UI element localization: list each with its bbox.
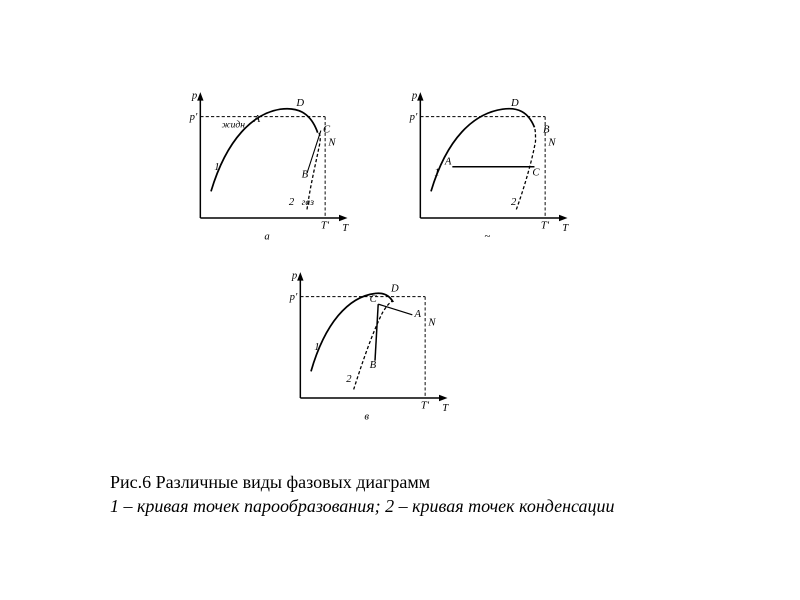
pt-B-a: B xyxy=(302,169,309,180)
y-axis-label-c: p xyxy=(291,271,297,282)
pt-C-a: C xyxy=(323,125,331,136)
phase-diagram-c: p T p' T' A B C D N 1 2 в xyxy=(285,270,465,435)
pt-A-c: A xyxy=(413,309,421,320)
lbl-1-c: 1 xyxy=(314,342,319,353)
x-axis-label-c: T xyxy=(442,403,449,414)
pt-D-b: D xyxy=(510,98,519,109)
sublabel-b: ~ xyxy=(484,231,490,242)
curve-2-c xyxy=(354,301,393,389)
caption-line-2: 1 – кривая точек парообразования; 2 – кр… xyxy=(110,494,615,518)
x-axis-label-b: T xyxy=(562,223,569,234)
pt-D-c: D xyxy=(390,283,399,294)
pt-C-c: C xyxy=(370,294,378,305)
pt-C-b: C xyxy=(532,167,540,178)
p-prime-a: p' xyxy=(189,112,198,123)
t-prime-a: T' xyxy=(321,221,330,232)
sublabel-c: в xyxy=(364,411,369,422)
y-axis-label: p xyxy=(191,91,197,102)
pt-B-b: B xyxy=(543,125,550,136)
figure-caption: Рис.6 Различные виды фазовых диаграмм 1 … xyxy=(110,470,615,519)
lbl-2-a: 2 xyxy=(289,197,295,208)
lbl-1-a: 1 xyxy=(214,162,219,173)
pt-A-a: A xyxy=(253,114,261,125)
pt-D-a: D xyxy=(295,98,304,109)
pt-A-b: A xyxy=(444,157,452,168)
y-axis-label-b: p xyxy=(411,91,417,102)
lbl-gaz: газ xyxy=(302,197,315,208)
sublabel-a: а xyxy=(264,231,269,242)
pt-N-a: N xyxy=(327,137,336,148)
curve-1-b xyxy=(431,109,534,192)
lbl-2-b: 2 xyxy=(511,197,517,208)
pt-N-b: N xyxy=(547,137,556,148)
pt-N-c: N xyxy=(427,317,436,328)
p-prime-b: p' xyxy=(409,112,418,123)
pt-B-c: B xyxy=(370,360,377,371)
phase-diagram-a: p T p' T' A B C D N 1 2 жидн газ а xyxy=(185,90,365,240)
t-prime-b: T' xyxy=(541,221,550,232)
lbl-2-c: 2 xyxy=(346,374,352,385)
lbl-zhidn: жидн xyxy=(222,119,246,130)
caption-line-1: Рис.6 Различные виды фазовых диаграмм xyxy=(110,470,615,494)
lbl-1-b: 1 xyxy=(434,167,439,178)
t-prime-c: T' xyxy=(421,401,430,412)
phase-diagram-b: p T p' T' A B C D N 1 2 ~ xyxy=(405,90,585,240)
x-axis-label-a: T xyxy=(342,223,349,234)
p-prime-c: p' xyxy=(289,292,298,303)
